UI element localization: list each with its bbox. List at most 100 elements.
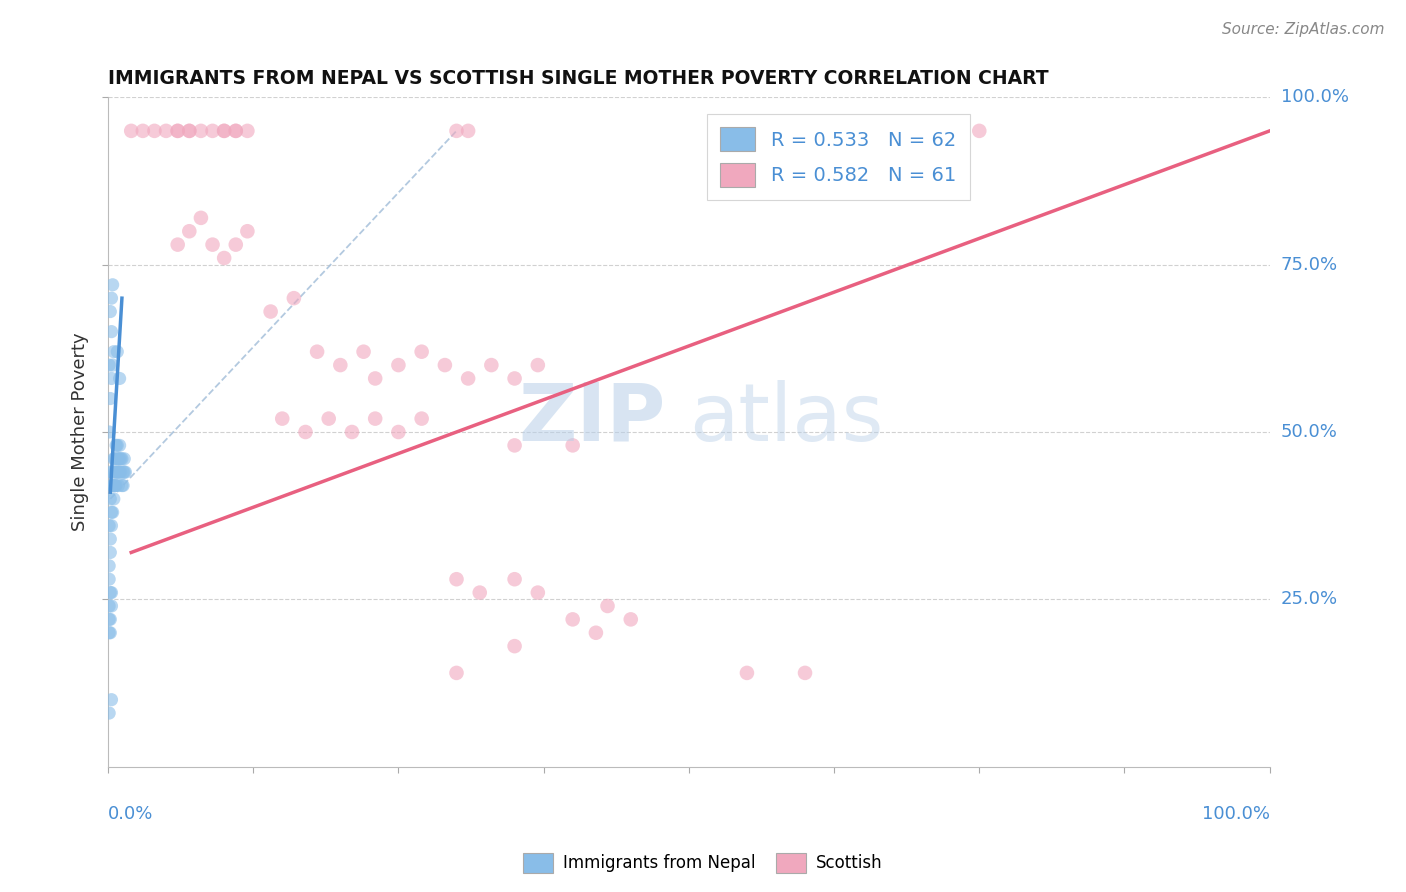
Point xyxy=(101,358,124,372)
Point xyxy=(103,491,125,506)
Point xyxy=(120,124,142,138)
Point xyxy=(387,358,409,372)
Point xyxy=(108,451,131,466)
Point xyxy=(98,625,121,640)
Point xyxy=(283,291,305,305)
Point xyxy=(794,665,817,680)
Point xyxy=(527,358,550,372)
Point xyxy=(98,518,121,533)
Text: 0.0%: 0.0% xyxy=(108,805,153,823)
Point xyxy=(446,124,468,138)
Point xyxy=(110,465,132,479)
Point xyxy=(201,124,224,138)
Point xyxy=(561,438,583,452)
Point xyxy=(108,465,131,479)
Point xyxy=(387,425,409,439)
Point xyxy=(479,358,502,372)
Point xyxy=(411,411,433,425)
Point xyxy=(107,451,129,466)
Point xyxy=(527,585,550,599)
Point xyxy=(166,124,188,138)
Point xyxy=(225,124,247,138)
Point xyxy=(105,344,128,359)
Point xyxy=(100,692,122,706)
Point xyxy=(98,532,121,546)
Point xyxy=(190,211,212,225)
Point xyxy=(107,478,129,492)
Point xyxy=(112,465,135,479)
Point xyxy=(98,558,121,573)
Point xyxy=(108,371,131,385)
Point xyxy=(98,599,121,613)
Point xyxy=(969,124,991,138)
Point xyxy=(105,465,128,479)
Point xyxy=(98,425,121,439)
Point xyxy=(100,518,122,533)
Point xyxy=(620,612,643,626)
Point xyxy=(561,612,583,626)
Point xyxy=(104,465,127,479)
Point xyxy=(104,451,127,466)
Point xyxy=(111,451,134,466)
Point xyxy=(446,665,468,680)
Point xyxy=(190,124,212,138)
Point xyxy=(112,478,135,492)
Point xyxy=(98,612,121,626)
Text: 100.0%: 100.0% xyxy=(1281,88,1348,106)
Point xyxy=(98,491,121,506)
Text: 50.0%: 50.0% xyxy=(1281,423,1337,441)
Point xyxy=(585,625,607,640)
Point xyxy=(166,237,188,252)
Point xyxy=(98,612,121,626)
Point xyxy=(98,304,121,318)
Point xyxy=(503,438,526,452)
Point xyxy=(114,465,136,479)
Text: 25.0%: 25.0% xyxy=(1281,591,1339,608)
Point xyxy=(457,371,479,385)
Point xyxy=(105,438,128,452)
Point xyxy=(103,451,125,466)
Point xyxy=(411,344,433,359)
Point xyxy=(212,124,235,138)
Text: atlas: atlas xyxy=(689,380,883,458)
Point xyxy=(100,371,122,385)
Point xyxy=(364,411,387,425)
Point xyxy=(100,478,122,492)
Text: IMMIGRANTS FROM NEPAL VS SCOTTISH SINGLE MOTHER POVERTY CORRELATION CHART: IMMIGRANTS FROM NEPAL VS SCOTTISH SINGLE… xyxy=(108,69,1049,87)
Point xyxy=(105,438,128,452)
Point xyxy=(100,505,122,519)
Point xyxy=(98,625,121,640)
Point xyxy=(179,224,201,238)
Point xyxy=(236,224,259,238)
Point xyxy=(735,665,758,680)
Point xyxy=(155,124,177,138)
Point xyxy=(468,585,491,599)
Legend: Immigrants from Nepal, Scottish: Immigrants from Nepal, Scottish xyxy=(517,847,889,880)
Point xyxy=(100,585,122,599)
Point xyxy=(101,478,124,492)
Point xyxy=(105,478,128,492)
Point xyxy=(104,478,127,492)
Point xyxy=(98,572,121,586)
Point xyxy=(101,277,124,292)
Point xyxy=(212,251,235,265)
Point xyxy=(596,599,619,613)
Point xyxy=(236,124,259,138)
Point xyxy=(103,344,125,359)
Point xyxy=(112,465,135,479)
Point xyxy=(108,438,131,452)
Point xyxy=(98,358,121,372)
Text: Source: ZipAtlas.com: Source: ZipAtlas.com xyxy=(1222,22,1385,37)
Point xyxy=(103,478,125,492)
Point xyxy=(503,639,526,653)
Point xyxy=(98,545,121,559)
Point xyxy=(212,124,235,138)
Point xyxy=(105,465,128,479)
Y-axis label: Single Mother Poverty: Single Mother Poverty xyxy=(72,333,89,532)
Text: 100.0%: 100.0% xyxy=(1202,805,1270,823)
Text: 75.0%: 75.0% xyxy=(1281,256,1339,274)
Legend: R = 0.533   N = 62, R = 0.582   N = 61: R = 0.533 N = 62, R = 0.582 N = 61 xyxy=(707,114,970,200)
Point xyxy=(101,465,124,479)
Point xyxy=(433,358,456,372)
Point xyxy=(225,124,247,138)
